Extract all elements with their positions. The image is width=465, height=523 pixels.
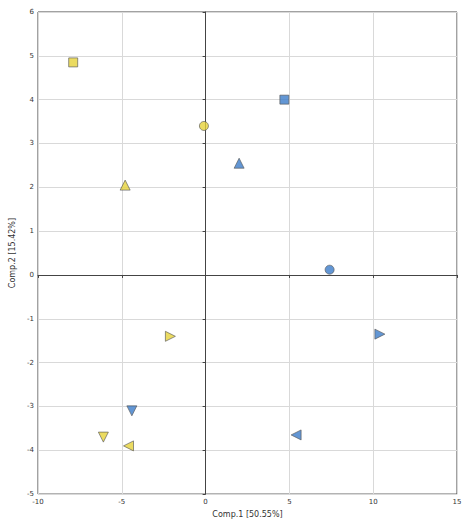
svg-text:-4: -4 [27,446,35,454]
svg-text:10: 10 [369,498,378,506]
svg-text:3: 3 [30,139,34,147]
svg-text:0: 0 [203,498,207,506]
svg-text:Comp.1 [50.55%]: Comp.1 [50.55%] [212,510,282,519]
svg-text:-5: -5 [118,498,125,506]
svg-text:-10: -10 [32,498,43,506]
svg-text:-3: -3 [27,402,34,410]
svg-text:5: 5 [30,52,34,60]
svg-text:4: 4 [30,96,35,104]
svg-text:-5: -5 [27,490,34,499]
svg-text:2: 2 [30,183,34,191]
svg-text:5: 5 [287,498,291,506]
svg-text:0: 0 [30,271,34,279]
svg-text:Comp.2 [15.42%]: Comp.2 [15.42%] [8,218,17,288]
svg-text:6: 6 [30,8,35,16]
svg-text:1: 1 [30,227,34,235]
svg-text:15: 15 [453,498,462,506]
svg-text:-2: -2 [27,359,34,367]
svg-text:-1: -1 [27,315,34,323]
